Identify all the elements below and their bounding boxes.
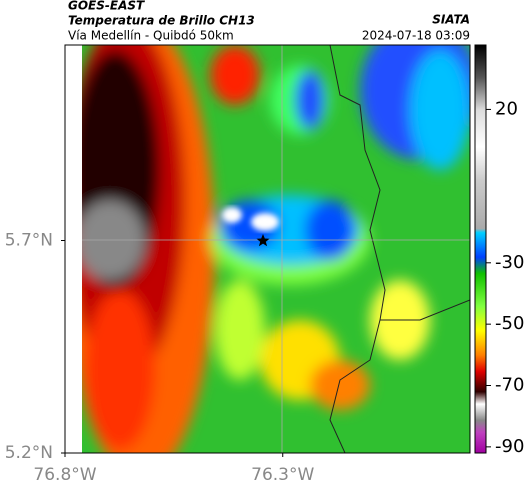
source-title: GOES-EAST (68, 0, 145, 13)
y-tick-label: 5.2°N (5, 443, 53, 463)
agency: SIATA (432, 13, 470, 27)
timestamp: 2024-07-18 03:09 (362, 29, 470, 43)
colorbar (474, 44, 487, 454)
colorbar-tick-label: -90 (495, 436, 524, 457)
map-frame (64, 44, 471, 454)
satellite-image (82, 45, 470, 453)
product-title: Temperatura de Brillo CH13 (68, 14, 255, 28)
colorbar-tick-label: 20 (495, 98, 518, 119)
y-tick-label: 5.7°N (5, 231, 53, 251)
x-tick-label: 76.3°W (251, 465, 314, 485)
colorbar-tick-label: -70 (495, 375, 524, 396)
route-subtitle: Vía Medellín - Quibdó 50km (68, 29, 234, 43)
colorbar-tick-label: -30 (495, 252, 524, 273)
colorbar-tick-label: -50 (495, 313, 524, 334)
x-tick-label: 76.8°W (33, 465, 96, 485)
